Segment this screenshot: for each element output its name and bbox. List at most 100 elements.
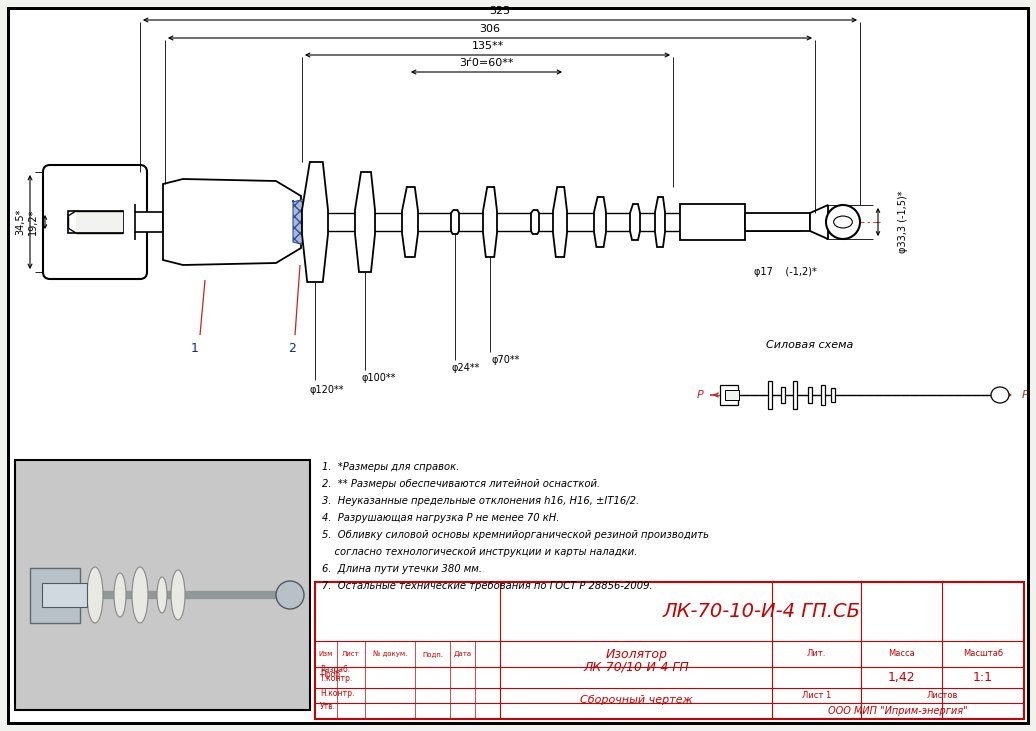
Bar xyxy=(16,485,309,486)
Text: Утв.: Утв. xyxy=(320,702,336,711)
Text: ЛК-70-10-И-4 ГП.СБ: ЛК-70-10-И-4 ГП.СБ xyxy=(663,602,861,621)
Bar xyxy=(16,665,309,666)
Bar xyxy=(16,562,309,563)
Bar xyxy=(16,555,309,556)
Bar xyxy=(680,204,745,240)
Bar xyxy=(16,608,309,609)
Text: φ24**: φ24** xyxy=(452,363,481,373)
Bar xyxy=(16,498,309,499)
Bar xyxy=(16,518,309,519)
Bar xyxy=(16,463,309,464)
Text: ООО МИП "Иприм-энергия": ООО МИП "Иприм-энергия" xyxy=(829,706,968,716)
Bar xyxy=(16,615,309,616)
Bar xyxy=(16,667,309,668)
Bar xyxy=(16,634,309,635)
Bar xyxy=(30,568,80,623)
Bar xyxy=(16,624,309,625)
Bar xyxy=(16,467,309,468)
Bar xyxy=(16,609,309,610)
Bar xyxy=(42,583,87,607)
Bar xyxy=(16,590,309,591)
Bar xyxy=(781,387,785,403)
Bar xyxy=(16,636,309,637)
Bar xyxy=(16,633,309,634)
Bar xyxy=(16,690,309,691)
Bar xyxy=(16,662,309,663)
Bar xyxy=(16,526,309,527)
Bar xyxy=(16,525,309,526)
Text: 7.  Остальные технические требования по ГОСТ Р 28856-2009.: 7. Остальные технические требования по Г… xyxy=(322,581,653,591)
Polygon shape xyxy=(655,197,665,247)
Polygon shape xyxy=(355,172,375,272)
Ellipse shape xyxy=(114,573,126,617)
Bar xyxy=(16,487,309,488)
Text: 3.  Неуказанные предельные отклонения h16, Н16, ±IT16/2.: 3. Неуказанные предельные отклонения h16… xyxy=(322,496,639,506)
Bar xyxy=(16,578,309,579)
Bar xyxy=(16,477,309,478)
Bar xyxy=(16,506,309,507)
Bar xyxy=(16,693,309,694)
Bar xyxy=(16,507,309,508)
Text: φ70**: φ70** xyxy=(492,355,520,365)
Ellipse shape xyxy=(132,567,148,623)
Bar xyxy=(68,211,123,233)
Bar xyxy=(16,653,309,654)
Bar xyxy=(16,465,309,466)
Bar xyxy=(16,470,309,471)
Bar xyxy=(16,535,309,536)
Bar xyxy=(16,699,309,700)
Bar xyxy=(16,676,309,677)
Bar xyxy=(16,552,309,553)
Bar xyxy=(16,668,309,669)
Ellipse shape xyxy=(991,387,1009,403)
Ellipse shape xyxy=(834,216,853,228)
Bar xyxy=(16,672,309,673)
Bar xyxy=(16,511,309,512)
Bar xyxy=(16,492,309,493)
Bar xyxy=(16,560,309,561)
Text: Лист 1: Лист 1 xyxy=(802,691,831,700)
Bar xyxy=(16,528,309,529)
Bar xyxy=(720,385,738,405)
Bar xyxy=(16,664,309,665)
Bar xyxy=(16,697,309,698)
Bar xyxy=(16,493,309,494)
Bar xyxy=(16,619,309,620)
Text: P: P xyxy=(696,390,703,400)
Bar xyxy=(16,704,309,705)
Bar xyxy=(16,581,309,582)
Bar xyxy=(16,591,309,592)
Bar xyxy=(16,468,309,469)
Bar xyxy=(16,666,309,667)
Bar xyxy=(821,385,825,405)
Bar xyxy=(16,614,309,615)
Bar xyxy=(16,505,309,506)
Bar xyxy=(16,516,309,517)
Bar xyxy=(16,481,309,482)
Bar xyxy=(16,639,309,640)
Text: Масса: Масса xyxy=(888,649,915,659)
Bar xyxy=(16,533,309,534)
Ellipse shape xyxy=(87,567,103,623)
Text: 135**: 135** xyxy=(471,41,503,51)
Bar xyxy=(16,588,309,589)
Bar xyxy=(16,557,309,558)
Bar xyxy=(16,482,309,483)
Text: 1:1: 1:1 xyxy=(973,670,994,683)
Text: Силовая схема: Силовая схема xyxy=(767,340,854,350)
Bar xyxy=(16,673,309,674)
Bar xyxy=(16,550,309,551)
Bar xyxy=(16,706,309,707)
Bar xyxy=(16,576,309,577)
Bar xyxy=(16,475,309,476)
Bar xyxy=(16,547,309,548)
Bar xyxy=(16,503,309,504)
Bar xyxy=(16,698,309,699)
Text: 3ѓ0=60**: 3ѓ0=60** xyxy=(459,58,514,68)
Text: 2: 2 xyxy=(288,341,296,355)
Polygon shape xyxy=(402,187,418,257)
Bar xyxy=(163,213,730,231)
Bar xyxy=(16,692,309,693)
Text: 2.  ** Размеры обеспечиваются литейной оснасткой.: 2. ** Размеры обеспечиваются литейной ос… xyxy=(322,479,600,489)
Bar xyxy=(16,600,309,601)
